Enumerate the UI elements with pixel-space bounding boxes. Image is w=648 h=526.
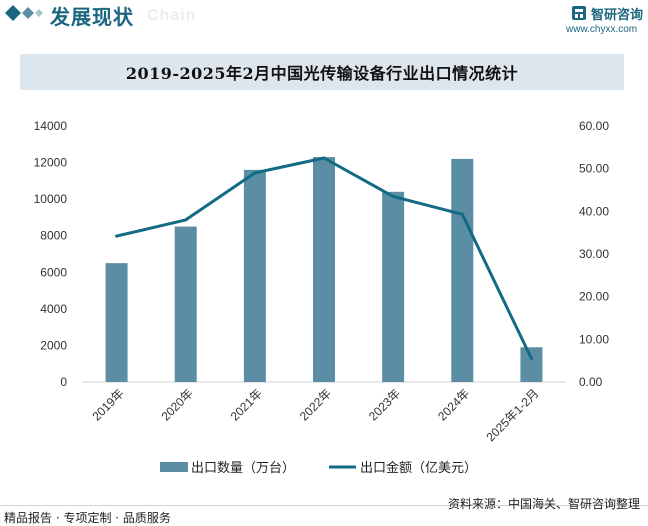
chart-title-bar: 2019-2025年2月中国光传输设备行业出口情况统计	[20, 54, 624, 90]
line-point-export-value	[115, 234, 119, 238]
bar-export-quantity	[520, 347, 543, 382]
y-right-tick-label: 30.00	[579, 247, 609, 261]
y-left-tick-label: 2000	[40, 338, 67, 352]
x-tick-label: 2021年	[228, 386, 265, 423]
line-point-export-value	[529, 357, 533, 361]
section-title: 发展现状	[50, 5, 134, 29]
line-point-export-value	[184, 218, 188, 222]
y-right-tick-label: 10.00	[579, 332, 609, 346]
line-point-export-value	[391, 194, 395, 198]
x-tick-label: 2020年	[159, 386, 196, 423]
y-left-tick-label: 6000	[40, 265, 67, 279]
x-tick-label: 2022年	[297, 386, 334, 423]
legend: 出口数量（万台） 出口金额（亿美元）	[160, 460, 477, 476]
legend-label-bar: 出口数量（万台）	[191, 461, 295, 476]
y-right-tick-label: 60.00	[579, 119, 609, 133]
x-tick-label: 2019年	[89, 386, 126, 423]
line-point-export-value	[322, 156, 326, 160]
y-left-tick-label: 10000	[34, 192, 68, 206]
footer-tagline: 精品报告 · 专项定制 · 品质服务	[4, 511, 171, 525]
y-left-tick-label: 8000	[40, 229, 67, 243]
section-subtitle: Chain	[147, 7, 197, 24]
y-right-tick-label: 40.00	[579, 204, 609, 218]
bar-export-quantity	[382, 191, 405, 382]
x-tick-label: 2025年1-2月	[484, 386, 542, 444]
brand-logo-icon	[572, 6, 586, 20]
bar-export-quantity	[451, 158, 474, 382]
legend-label-line: 出口金额（亿美元）	[360, 460, 477, 476]
header-diamond-icon	[5, 5, 43, 21]
y-left-tick-label: 0	[60, 375, 67, 389]
footer-source: 资料来源：中国海关、智研咨询整理	[447, 497, 640, 511]
page-header: 发展现状 Chain 智研咨询 www.chyxx.com	[0, 0, 648, 35]
y-left-tick-label: 14000	[34, 119, 68, 133]
line-point-export-value	[460, 212, 464, 216]
footer-divider	[0, 505, 648, 506]
y-left-tick-label: 12000	[34, 156, 68, 170]
brand-url[interactable]: www.chyxx.com	[566, 24, 638, 35]
x-tick-label: 2024年	[435, 386, 472, 423]
brand-name: 智研咨询	[591, 8, 644, 23]
x-tick-label: 2023年	[366, 386, 403, 423]
y-right-tick-label: 0.00	[579, 375, 603, 389]
y-right-tick-label: 50.00	[579, 162, 609, 176]
bar-export-quantity	[105, 263, 128, 382]
y-left-tick-label: 4000	[40, 302, 67, 316]
chart-title: 2019-2025年2月中国光传输设备行业出口情况统计	[125, 64, 519, 83]
legend-swatch-bar	[160, 462, 188, 472]
bar-export-quantity	[243, 169, 266, 382]
line-point-export-value	[253, 171, 257, 175]
y-right-tick-label: 20.00	[579, 290, 609, 304]
bar-export-quantity	[313, 157, 335, 382]
bar-export-quantity	[174, 226, 197, 382]
